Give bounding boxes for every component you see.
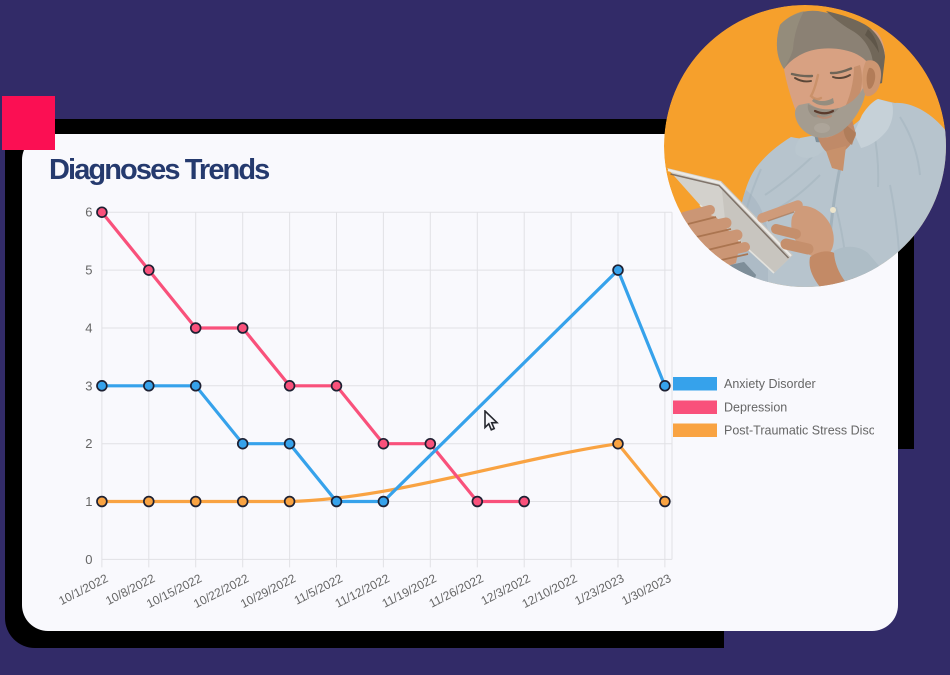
svg-text:1/30/2023: 1/30/2023 xyxy=(619,571,673,608)
svg-text:Anxiety Disorder: Anxiety Disorder xyxy=(724,377,816,391)
svg-text:1/23/2023: 1/23/2023 xyxy=(572,571,626,608)
svg-text:11/26/2022: 11/26/2022 xyxy=(427,571,486,610)
svg-text:4: 4 xyxy=(85,321,92,336)
svg-text:1: 1 xyxy=(85,494,92,509)
svg-text:3: 3 xyxy=(85,378,92,393)
svg-text:2: 2 xyxy=(85,436,92,451)
svg-text:10/1/2022: 10/1/2022 xyxy=(56,571,110,608)
svg-text:Depression: Depression xyxy=(724,401,787,415)
svg-text:0: 0 xyxy=(85,552,92,567)
svg-text:Post-Traumatic Stress Disorder: Post-Traumatic Stress Disorder xyxy=(724,424,897,438)
svg-text:6: 6 xyxy=(85,205,92,220)
svg-text:5: 5 xyxy=(85,263,92,278)
